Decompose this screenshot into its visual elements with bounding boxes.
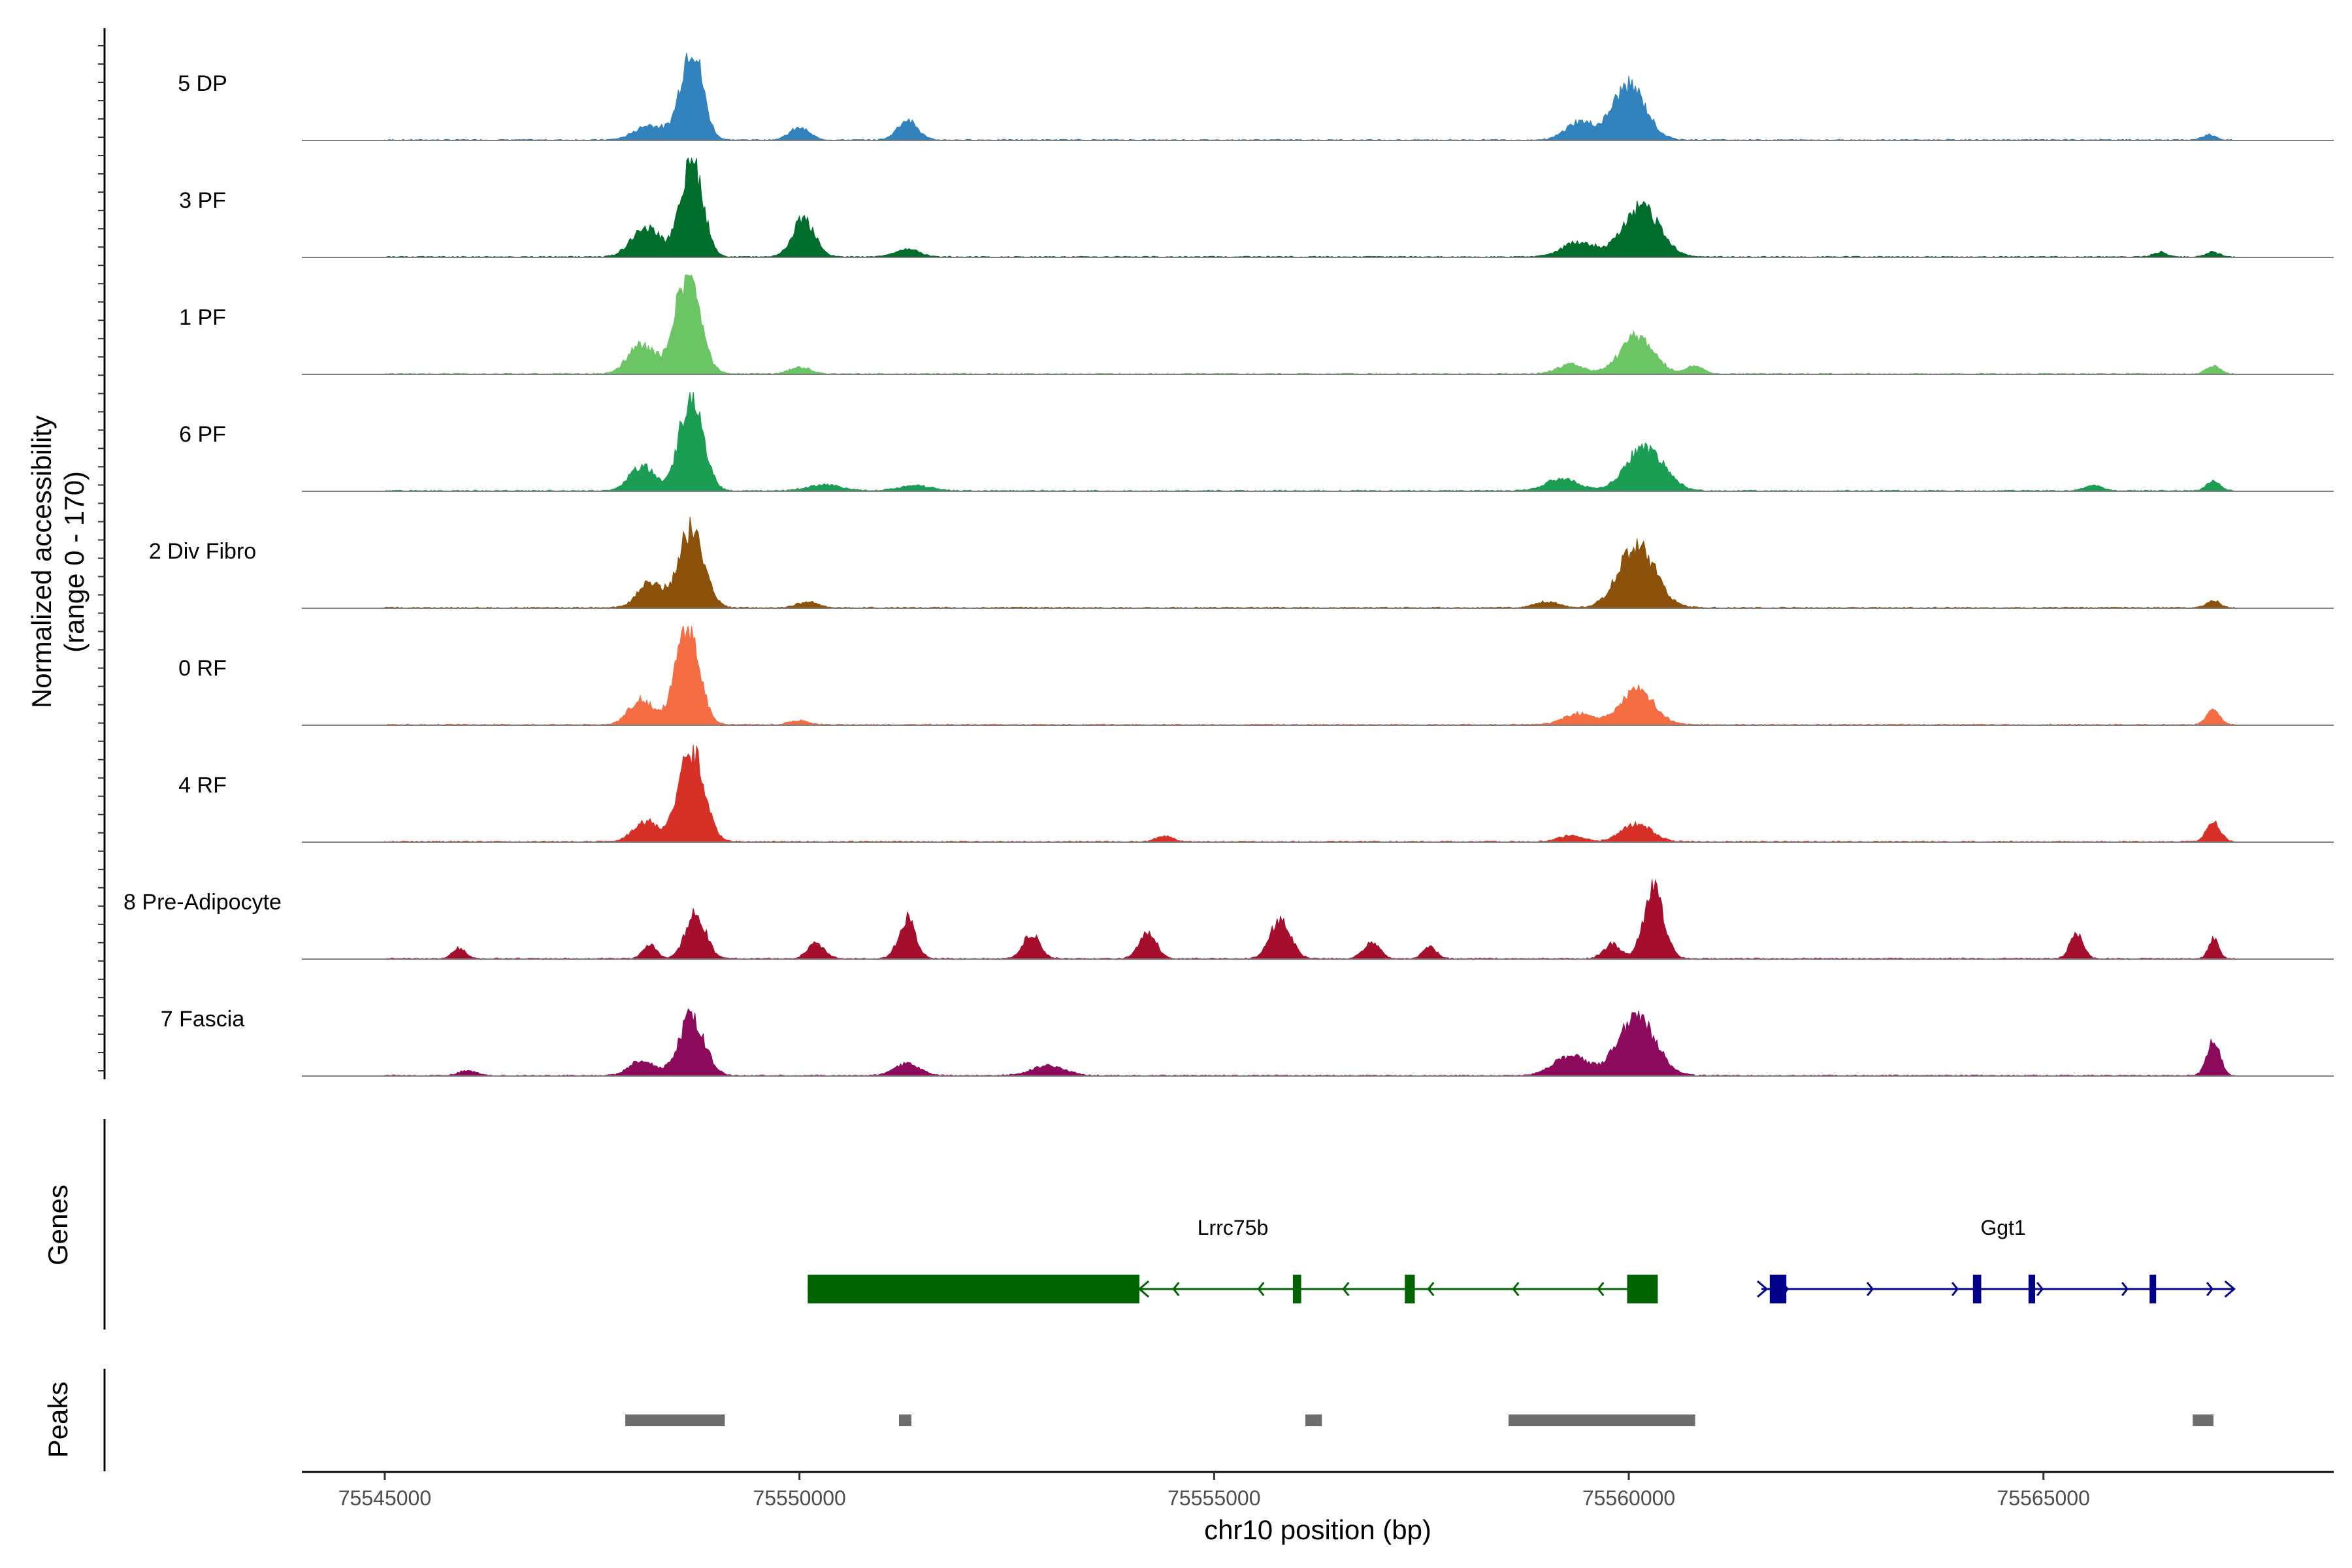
peak-region: [898, 1414, 911, 1426]
strand-arrow: [2121, 1282, 2129, 1296]
gene-exon: [1769, 1275, 1787, 1303]
track-label: 6 PF: [179, 422, 226, 447]
gene-exon: [2028, 1275, 2036, 1303]
gene-exon: [1292, 1275, 1301, 1303]
track-8-pre-adipocyte: 8 Pre-Adipocyte: [123, 879, 2334, 960]
gene-exon: [1972, 1275, 1982, 1303]
gene-exon: [2149, 1275, 2157, 1303]
track-signal: [384, 157, 2235, 258]
x-tick-label: 75550000: [753, 1486, 845, 1510]
coverage-tracks: 5 DP 3 PF 1 PF 6 PF 2 Div Fibro 0 RF 4 RF 8 Pre…: [123, 52, 2334, 1077]
track-signal: [384, 625, 2235, 726]
track-signal: [384, 517, 2235, 609]
track-2-div-fibro: 2 Div Fibro: [149, 517, 2334, 609]
x-tick-label: 75545000: [338, 1486, 431, 1510]
strand-arrow: [1257, 1282, 1265, 1296]
peak-region: [1508, 1414, 1695, 1426]
track-label: 2 Div Fibro: [149, 539, 256, 564]
genes-panel-label: Genes: [42, 1184, 73, 1266]
track-label: 1 PF: [179, 305, 226, 330]
gene-label: Lrrc75b: [1198, 1216, 1269, 1239]
track-label: 7 Fascia: [161, 1007, 245, 1032]
track-6-pf: 6 PF: [179, 391, 2334, 492]
track-label: 5 DP: [178, 71, 227, 96]
track-signal: [384, 1007, 2235, 1077]
track-5-dp: 5 DP: [178, 52, 2334, 141]
strand-arrow: [1172, 1282, 1180, 1296]
peak-region: [2193, 1414, 2213, 1426]
x-tick-label: 75560000: [1582, 1486, 1675, 1510]
track-signal: [384, 274, 2235, 375]
gene-annotation-track: Lrrc75b Ggt1: [808, 1216, 2236, 1303]
track-signal: [384, 52, 2235, 141]
x-axis-title: chr10 position (bp): [1204, 1514, 1431, 1545]
gene-lrrc75b: Lrrc75b: [808, 1216, 1658, 1303]
y-axis-title-line1: Normalized accessibility: [26, 416, 57, 708]
track-4-rf: 4 RF: [178, 744, 2334, 843]
peak-region-track: [625, 1414, 2213, 1426]
strand-arrow: [1342, 1282, 1350, 1296]
x-axis-ticks: 75545000 75550000 75555000 75560000 75565000: [338, 1472, 2090, 1510]
strand-arrow: [1866, 1282, 1874, 1296]
strand-arrow: [1597, 1282, 1605, 1296]
strand-arrow: [1951, 1282, 1959, 1296]
track-0-rf: 0 RF: [178, 625, 2334, 726]
x-tick-label: 75555000: [1168, 1486, 1260, 1510]
peak-region: [1305, 1414, 1322, 1426]
gene-label: Ggt1: [1980, 1216, 2025, 1239]
strand-arrow: [1427, 1282, 1435, 1296]
strand-arrow: [2224, 1280, 2236, 1298]
track-1-pf: 1 PF: [179, 274, 2334, 375]
peak-region: [625, 1414, 725, 1426]
gene-exon: [1627, 1275, 1658, 1303]
strand-arrow: [1757, 1280, 1769, 1298]
strand-arrow: [1512, 1282, 1520, 1296]
gene-exon: [1405, 1275, 1415, 1303]
y-axis-title-line2: (range 0 - 170): [59, 471, 90, 653]
track-7-fascia: 7 Fascia: [161, 1007, 2334, 1077]
track-label: 0 RF: [178, 656, 227, 681]
peaks-panel-label: Peaks: [42, 1382, 73, 1458]
track-signal: [384, 879, 2235, 960]
track-label: 8 Pre-Adipocyte: [123, 890, 282, 915]
coverage-y-axis: [98, 28, 106, 1079]
strand-arrow: [2206, 1282, 2214, 1296]
track-label: 4 RF: [178, 773, 227, 798]
track-signal: [384, 391, 2235, 492]
gene-ggt1: Ggt1: [1757, 1216, 2236, 1303]
track-signal: [384, 744, 2235, 843]
track-label: 3 PF: [179, 188, 226, 213]
track-3-pf: 3 PF: [179, 157, 2334, 258]
strand-arrow: [2036, 1282, 2044, 1296]
gene-exon: [808, 1275, 1140, 1303]
x-tick-label: 75565000: [1997, 1486, 2090, 1510]
